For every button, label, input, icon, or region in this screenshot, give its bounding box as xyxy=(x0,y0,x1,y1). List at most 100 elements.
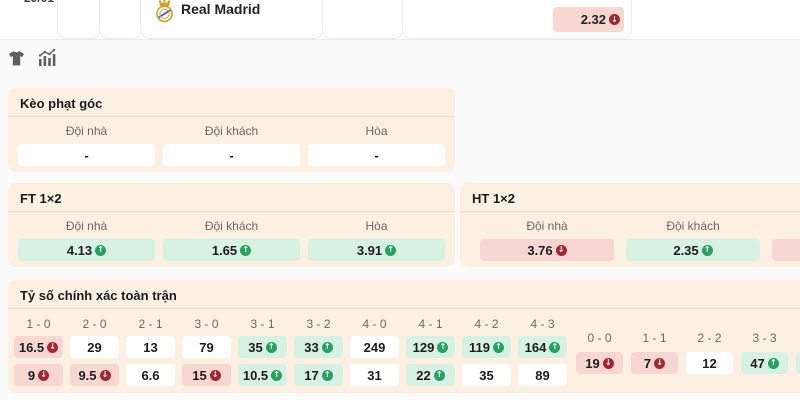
odds-value: 35 xyxy=(479,367,494,383)
odds-value: 2.35 xyxy=(673,242,699,258)
trend-up-icon: ↑ xyxy=(265,341,277,353)
odds-cell[interactable]: 29 xyxy=(70,336,119,358)
odds-value: 3.76 xyxy=(527,242,553,258)
empty-odds-cell xyxy=(99,0,142,39)
panel-title: FT 1×2 xyxy=(20,191,62,206)
match-date: 29/01 xyxy=(24,0,54,5)
odds-badge[interactable]: 2.32 ↓ xyxy=(553,7,624,32)
odds-value: 31 xyxy=(367,367,382,383)
divider xyxy=(460,211,800,212)
ft-1x2-panel: FT 1×2 Đội nhà Đội khách Hòa 4.13 ↑ 1.65 ↑ 3.9… xyxy=(8,183,455,267)
odds-value: 13 xyxy=(143,339,158,355)
panel-title: Tỷ số chính xác toàn trận xyxy=(20,288,177,303)
odds-cell[interactable]: 9 ↓ xyxy=(14,364,63,386)
odds-cell[interactable]: 164 ↑ xyxy=(518,336,567,358)
column-header xyxy=(772,219,800,233)
odds-cell[interactable]: 7 ↓ xyxy=(631,352,678,374)
odds-cell[interactable]: 12 xyxy=(686,352,733,374)
odds-cell[interactable]: 3.76 ↓ xyxy=(480,239,614,261)
exact-score-panel: Tỷ số chính xác toàn trận 1 - 0 2 - 0 2 - … xyxy=(8,280,800,393)
column-header: 1 - 0 xyxy=(26,317,51,331)
odds-cell[interactable]: 6.6 xyxy=(126,364,175,386)
odds-value: 22 xyxy=(416,367,431,383)
odds-cell[interactable]: 9.5 ↓ xyxy=(70,364,119,386)
odds-cell[interactable]: 35 ↑ xyxy=(238,336,287,358)
column-headers: Đội nhà Đội khách xyxy=(460,219,800,233)
match-row: 29/01 Real Madrid 2.32 ↓ xyxy=(0,0,800,40)
odds-cell[interactable]: ↓ xyxy=(772,239,800,261)
odds-cell[interactable]: - xyxy=(18,144,155,166)
odds-cell[interactable]: 119 ↑ xyxy=(462,336,511,358)
odds-cell[interactable]: 129 ↑ xyxy=(406,336,455,358)
odds-value: 119 xyxy=(469,339,490,355)
odds-value: 79 xyxy=(199,339,214,355)
panel-title: Kèo phạt góc xyxy=(20,96,103,111)
ht-1x2-panel: HT 1×2 Đội nhà Đội khách 3.76↓ 2.35↑ ↓ xyxy=(460,183,800,267)
trend-up-icon: ↑ xyxy=(321,341,333,353)
column-header: 3 - 1 xyxy=(250,317,275,331)
trend-up-icon: ↑ xyxy=(437,341,449,353)
empty-odds-cell xyxy=(57,0,101,39)
odds-cell[interactable]: - xyxy=(163,144,300,166)
odds-cell[interactable]: 22 ↑ xyxy=(406,364,455,386)
odds-cell[interactable]: 16.5 ↓ xyxy=(14,336,63,358)
odds-value: 164 xyxy=(524,339,547,355)
odds-cell[interactable]: 13 xyxy=(126,336,175,358)
column-header: 3 - 0 xyxy=(194,317,219,331)
odds-cell[interactable]: 89 xyxy=(518,364,567,386)
panel-title: HT 1×2 xyxy=(472,191,515,206)
odds-cell[interactable]: 2.35 ↑ xyxy=(626,239,760,261)
divider xyxy=(8,308,800,309)
column-header: 1 - 1 xyxy=(642,331,667,345)
real-madrid-crest-icon xyxy=(154,0,175,28)
column-header: Đội nhà xyxy=(526,219,568,233)
odds-value: 19 xyxy=(585,355,600,371)
column-header: 3 - 3 xyxy=(752,331,777,345)
odds-cell[interactable]: 33 ↑ xyxy=(294,336,343,358)
odds-cell[interactable]: 249 xyxy=(350,336,399,358)
column-header: 4 - 3 xyxy=(530,317,555,331)
trend-up-icon: ↑ xyxy=(767,357,779,369)
stats-chart-icon[interactable] xyxy=(36,48,58,70)
odds-cell[interactable]: 10.5 ↑ xyxy=(238,364,287,386)
draw-headers: 0 - 0 1 - 1 2 - 2 3 - 3 xyxy=(576,330,800,346)
odds-cell[interactable]: 19 ↓ xyxy=(576,352,623,374)
odds-cell[interactable]: 79 xyxy=(182,336,231,358)
odds-value: 2.32 xyxy=(580,12,606,27)
trend-up-icon: ↑ xyxy=(271,369,283,381)
odds-cell[interactable]: 1.65 ↑ xyxy=(163,239,300,261)
odds-cell[interactable]: 15 ↓ xyxy=(182,364,231,386)
divider xyxy=(8,211,455,212)
column-header: Đội nhà xyxy=(65,124,108,138)
odds-cell[interactable]: 3.91 ↑ xyxy=(308,239,445,261)
odds-value: 10.5 xyxy=(242,367,269,383)
odds-cell[interactable]: 31 xyxy=(350,364,399,386)
odds-cell[interactable]: 35 xyxy=(462,364,511,386)
odds-cell[interactable]: 4.13 ↑ xyxy=(18,239,155,261)
column-header: 2 - 0 xyxy=(82,317,107,331)
odds-value: - xyxy=(374,147,379,163)
odds-value: 129 xyxy=(412,339,435,355)
trend-down-icon: ↓ xyxy=(38,369,50,381)
odds-value: 16.5 xyxy=(18,339,45,355)
odds-value: 7 xyxy=(643,355,652,371)
odds-cells: 4.13 ↑ 1.65 ↑ 3.91 ↑ xyxy=(8,239,455,261)
jersey-icon[interactable] xyxy=(8,50,25,70)
divider xyxy=(8,116,455,117)
odds-cell[interactable]: 17 ↑ xyxy=(294,364,343,386)
column-header: 4 - 0 xyxy=(362,317,387,331)
trend-up-icon: ↑ xyxy=(701,244,713,256)
odds-cell[interactable]: ↑ xyxy=(796,352,800,374)
odds-value: 4.13 xyxy=(66,242,93,258)
odds-cell[interactable]: - xyxy=(308,144,445,166)
score-main-grid: 1 - 0 2 - 0 2 - 1 3 - 0 3 - 1 3 - 2 4 - 0 4 - 1… xyxy=(14,316,567,386)
odds-value: 9.5 xyxy=(78,367,97,383)
corner-odds-panel: Kèo phạt góc Đội nhà Đội khách Hòa - - - xyxy=(8,88,455,172)
column-header: Đội nhà xyxy=(65,219,108,233)
odds-value: 9 xyxy=(27,367,36,383)
column-header: Đội khách xyxy=(666,219,720,233)
odds-cell[interactable]: 47 ↑ xyxy=(741,352,788,374)
odds-value: - xyxy=(84,147,89,163)
trend-up-icon: ↑ xyxy=(385,244,397,256)
